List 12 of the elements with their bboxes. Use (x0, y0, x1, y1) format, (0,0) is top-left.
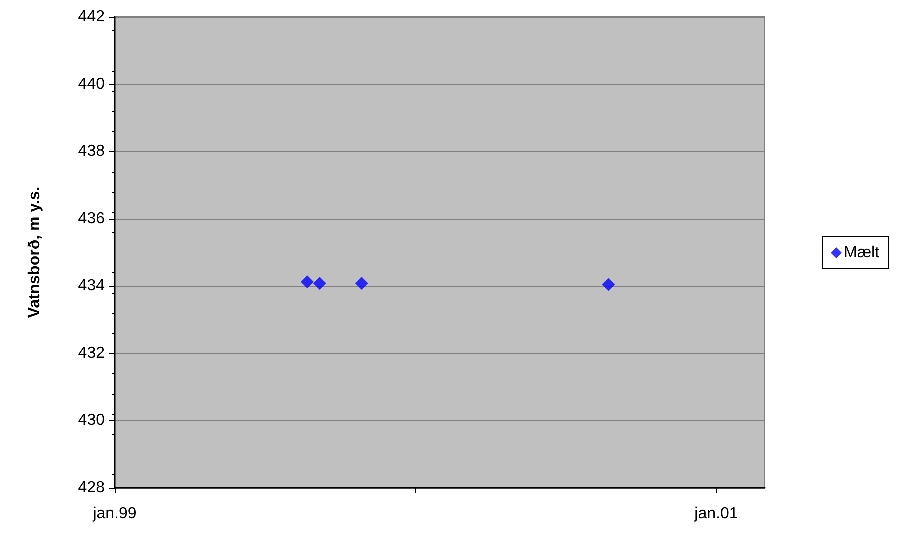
legend-label: Mælt (844, 244, 880, 262)
y-tick-label: 432 (78, 344, 106, 362)
y-axis-title: Vatnsborð, m y.s. (26, 186, 44, 318)
y-tick-label: 436 (78, 210, 106, 228)
y-tick-label: 430 (78, 412, 106, 430)
y-tick-label: 438 (78, 143, 106, 160)
y-tick-label: 434 (78, 278, 106, 295)
y-tick-label: 428 (78, 480, 106, 496)
x-tick-label: jan.01 (694, 506, 738, 522)
y-tick-label: 440 (78, 76, 106, 93)
x-tick-label: jan.99 (92, 506, 137, 522)
y-tick-label: 442 (78, 8, 106, 26)
